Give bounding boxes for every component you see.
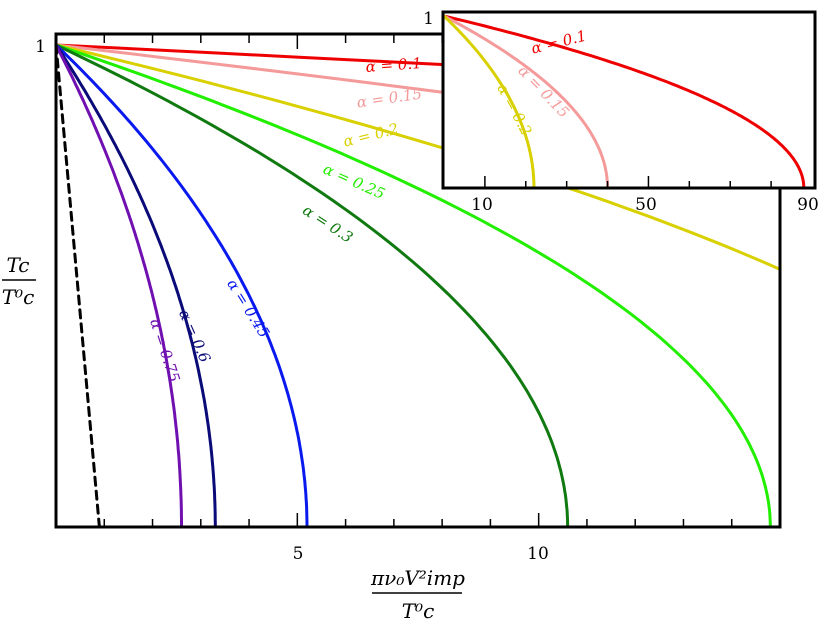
- y-tick-label-1: 1: [35, 37, 46, 57]
- x-axis-title-denominator: T⁰c: [402, 599, 435, 623]
- inset-ticks: [484, 176, 772, 188]
- series-line-0-25: [54, 43, 772, 529]
- x-tick-label-5: 5: [293, 544, 304, 564]
- series-line-baseline: [54, 43, 101, 529]
- inset-y-tick-label-1: 1: [423, 9, 434, 29]
- inset-plot: α = 0.1α = 0.15α = 0.2 10 50 90 1: [423, 9, 819, 215]
- inset-x-tick-label-50: 50: [635, 195, 657, 215]
- x-tick-label-10: 10: [527, 544, 549, 564]
- series-line-0-3: [54, 43, 570, 529]
- inset-frame: [441, 10, 817, 190]
- inset-series-line-0-1: [442, 14, 806, 190]
- x-axis-title: πν₀V²imp T⁰c: [370, 566, 465, 623]
- inset-curves: [442, 14, 806, 190]
- series-line-0-75: [54, 43, 183, 529]
- x-axis-title-numerator: πν₀V²imp: [370, 566, 465, 590]
- curve-label-0-1: α = 0.1: [365, 54, 422, 76]
- inset-series-line-0-15: [442, 14, 610, 190]
- y-axis-title-denominator: T⁰c: [2, 285, 35, 309]
- inset-x-tick-label-10: 10: [471, 195, 493, 215]
- main-plot-frame: [54, 32, 782, 529]
- y-axis-title-numerator: Tc: [7, 253, 30, 277]
- series-line-0-45: [54, 43, 309, 529]
- inset-background: [443, 12, 815, 188]
- y-axis-title: Tc T⁰c: [2, 253, 36, 309]
- series-line-0-6: [54, 43, 217, 529]
- inset-x-tick-label-90: 90: [797, 195, 819, 215]
- inset-series-line-0-2: [442, 14, 536, 190]
